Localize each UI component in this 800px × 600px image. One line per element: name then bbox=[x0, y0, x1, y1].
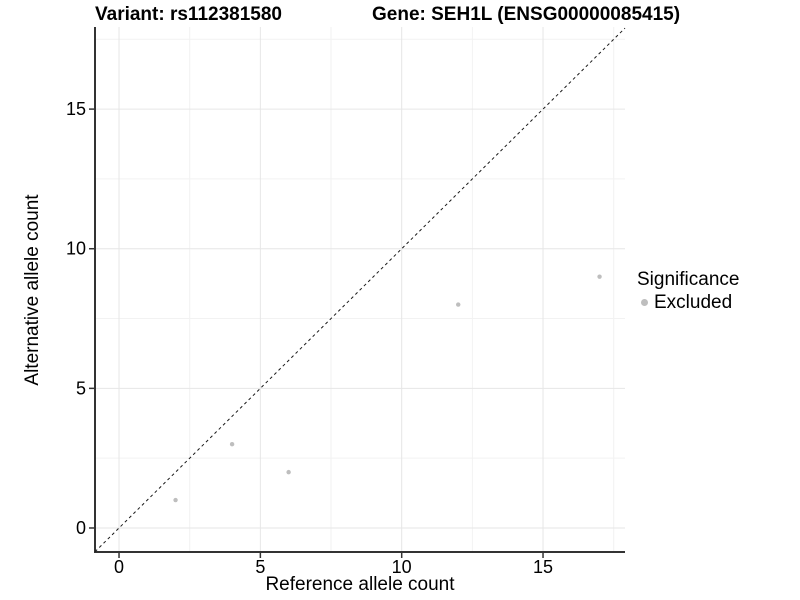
y-tick-label: 10 bbox=[66, 239, 86, 259]
x-tick-label: 15 bbox=[533, 557, 553, 577]
legend-entry-label: Excluded bbox=[654, 292, 733, 313]
data-point bbox=[456, 302, 461, 307]
legend-entry-excluded: Excluded bbox=[637, 292, 739, 313]
y-tick-label: 0 bbox=[76, 518, 86, 538]
y-axis-title: Alternative allele count bbox=[22, 194, 43, 386]
identity-reference-line bbox=[94, 27, 626, 553]
legend: Significance Excluded bbox=[637, 269, 739, 313]
x-tick-label: 5 bbox=[255, 557, 265, 577]
data-point bbox=[597, 274, 602, 279]
x-tick-label: 10 bbox=[392, 557, 412, 577]
x-tick-label: 0 bbox=[114, 557, 124, 577]
data-point bbox=[286, 469, 291, 475]
x-axis-title: Reference allele count bbox=[265, 574, 455, 595]
y-tick-label: 15 bbox=[66, 99, 86, 119]
legend-title: Significance bbox=[637, 269, 740, 290]
data-point bbox=[229, 442, 235, 447]
y-tick-label: 5 bbox=[76, 378, 86, 398]
data-point bbox=[173, 497, 178, 503]
legend-point-icon bbox=[641, 299, 648, 306]
variant-title: Variant: rs112381580 bbox=[95, 4, 282, 25]
gene-title: Gene: SEH1L (ENSG00000085415) bbox=[372, 4, 681, 25]
